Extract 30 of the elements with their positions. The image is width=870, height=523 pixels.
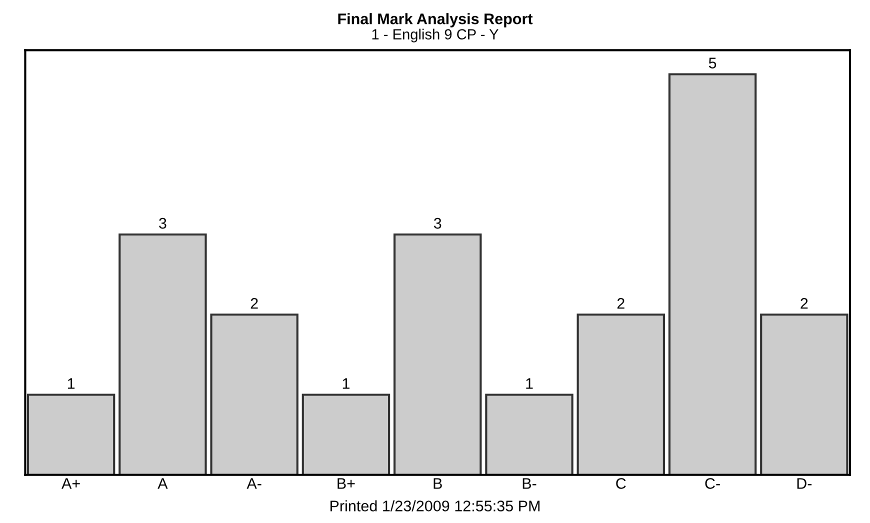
x-tick-label: C- xyxy=(705,478,720,489)
x-tick-label: A+ xyxy=(62,478,80,489)
bar xyxy=(302,394,390,475)
bar xyxy=(760,314,848,475)
x-tick-label: B xyxy=(434,478,442,489)
text: Printed 1/23/2009 12:55:35 PM xyxy=(330,500,540,512)
x-tick-label: B+ xyxy=(338,478,355,489)
x-tick-label: C xyxy=(616,478,626,489)
data-label: 2 xyxy=(250,298,258,309)
chart-title: Final Mark Analysis Report xyxy=(338,13,533,28)
data-label: 5 xyxy=(708,58,716,68)
data-label: 2 xyxy=(800,298,808,309)
x-tick-label: D- xyxy=(797,478,812,489)
x-tick-label: A xyxy=(158,478,168,489)
bar xyxy=(485,394,574,475)
bar xyxy=(576,314,666,475)
bar xyxy=(26,394,116,475)
x-tick-label: A- xyxy=(246,478,262,489)
data-label: 3 xyxy=(159,218,166,229)
bar xyxy=(393,233,482,475)
bar xyxy=(118,233,207,475)
bar xyxy=(210,314,298,475)
data-label: 3 xyxy=(434,218,442,229)
data-label: 2 xyxy=(617,298,624,309)
data-label: 1 xyxy=(342,378,350,389)
x-tick-label: B- xyxy=(522,478,536,489)
data-label: 1 xyxy=(68,378,75,389)
chart-subtitle: 1 - English 9 CP - Y xyxy=(372,28,498,42)
data-label: 1 xyxy=(526,378,533,389)
bar xyxy=(668,73,757,475)
